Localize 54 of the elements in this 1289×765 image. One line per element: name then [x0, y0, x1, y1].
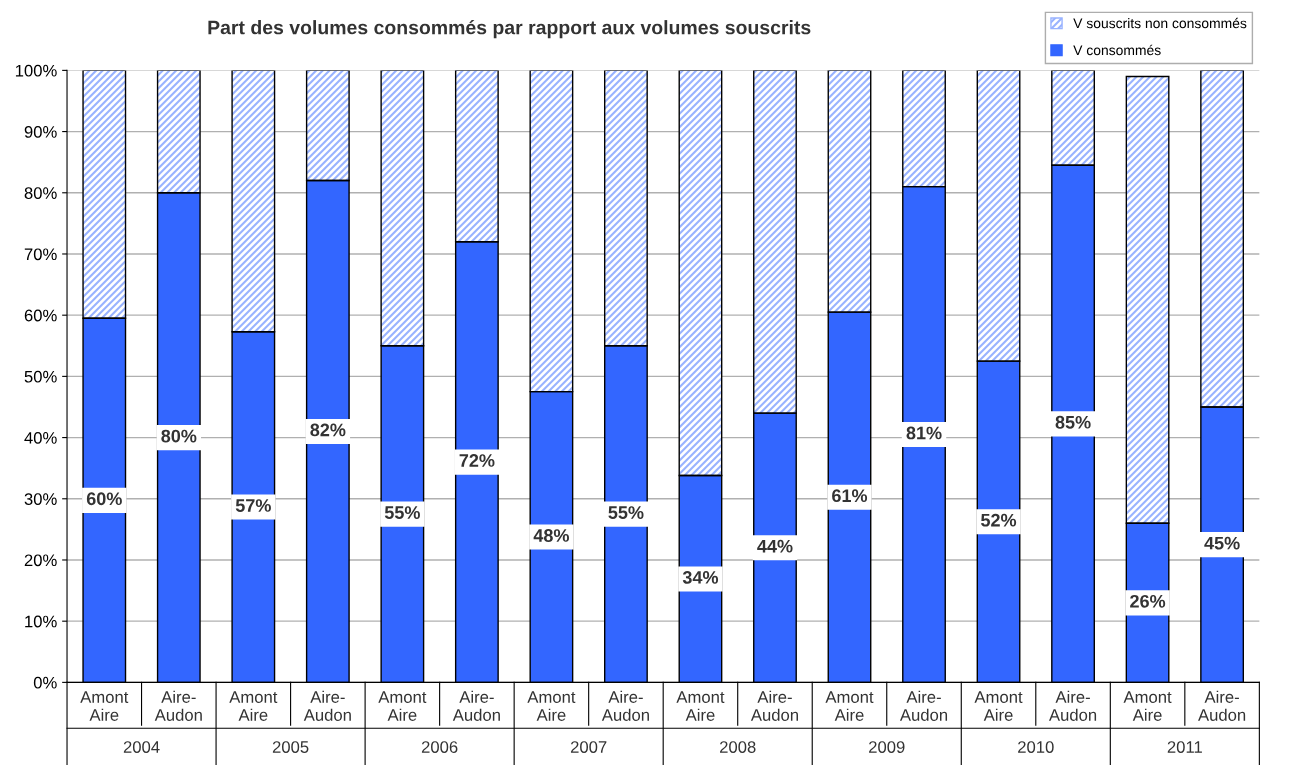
y-tick-label: 80% — [24, 187, 57, 199]
y-tick-label: 90% — [24, 125, 57, 138]
x-tick-label: Aire- Audon — [303, 690, 351, 721]
text: 2005 — [272, 741, 309, 753]
x-tick-label: Amont Aire — [80, 691, 129, 721]
legend-label: V consommés — [1073, 44, 1161, 56]
data-label: 44% — [757, 539, 793, 553]
data-label: 61% — [832, 489, 868, 503]
data-label: 55% — [608, 506, 644, 519]
y-tick-label: 40% — [24, 431, 57, 444]
text: 2007 — [570, 741, 607, 753]
data-label: 45% — [1204, 536, 1240, 550]
x-tick-label: Amont Aire — [676, 691, 725, 721]
text: 2008 — [720, 741, 756, 753]
y-tick-label: 100% — [15, 64, 57, 77]
text: 2010 — [1018, 741, 1054, 753]
x-tick-label: Amont Aire — [378, 691, 427, 721]
x-tick-label: Aire- Audon — [1198, 690, 1246, 721]
x-tick-label: Amont Aire — [229, 691, 278, 721]
legend-label: V souscrits non consommés — [1073, 17, 1247, 29]
x-tick-label: Aire- Audon — [154, 690, 202, 721]
x-tick-label: Amont Aire — [974, 691, 1023, 721]
data-label: 82% — [310, 423, 346, 437]
y-tick-label: 20% — [24, 554, 57, 567]
data-label: 81% — [906, 426, 942, 440]
data-label: 85% — [1055, 415, 1091, 429]
y-tick-label: 60% — [24, 309, 57, 322]
data-label: 26% — [1130, 594, 1166, 608]
data-label: 55% — [384, 506, 420, 519]
text: 2011 — [1167, 741, 1202, 753]
x-tick-label: Amont Aire — [825, 691, 874, 721]
x-tick-label: Amont Aire — [1123, 691, 1172, 721]
data-label: 57% — [235, 499, 271, 512]
x-tick-label: Aire- Audon — [750, 690, 798, 721]
text: 2004 — [123, 741, 160, 753]
x-tick-label: Aire- Audon — [899, 690, 948, 721]
data-label: 34% — [682, 571, 719, 584]
y-tick-label: 0% — [33, 676, 57, 689]
x-tick-label: Aire- Audon — [1048, 690, 1097, 721]
x-tick-label: Aire- Audon — [601, 690, 649, 721]
data-label: 72% — [459, 454, 495, 467]
y-tick-label: 30% — [24, 493, 57, 505]
data-label: 52% — [981, 513, 1017, 527]
text: 2009 — [869, 741, 905, 753]
data-label: 48% — [533, 529, 569, 542]
x-tick-label: Aire- Audon — [452, 690, 500, 721]
text: 2006 — [421, 741, 458, 753]
y-tick-label: 10% — [25, 615, 57, 628]
y-tick-label: 70% — [24, 248, 57, 261]
x-tick-label: Amont Aire — [527, 691, 576, 721]
y-tick-label: 50% — [24, 370, 57, 383]
chart-title: Part des volumes consommés par rapport aux volumes souscrits — [208, 19, 811, 39]
data-label: 60% — [86, 492, 122, 506]
data-label: 80% — [161, 429, 197, 443]
